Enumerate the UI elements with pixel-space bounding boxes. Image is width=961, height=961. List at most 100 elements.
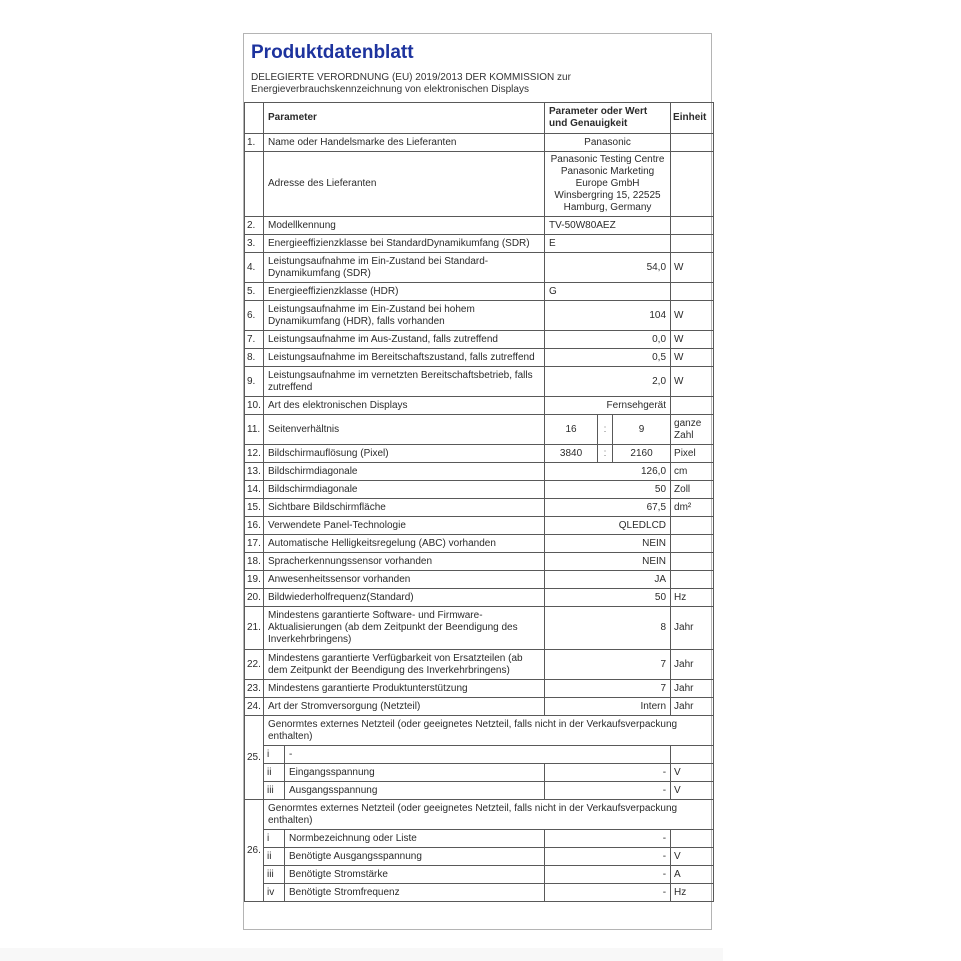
section-25-subrow: iii Ausgangsspannung - V <box>245 781 715 800</box>
subrow-number: i <box>263 829 285 848</box>
parameter-label: Automatische Helligkeitsregelung (ABC) v… <box>262 534 546 553</box>
address-line: Europe GmbH <box>575 178 640 189</box>
parameter-value: Panasonic <box>544 133 672 152</box>
col-header-number <box>244 102 264 134</box>
supplier-address: Panasonic Testing Centre Panasonic Marke… <box>544 151 672 217</box>
parameter-label: Spracherkennungssensor vorhanden <box>262 552 546 571</box>
row-number: 24. <box>244 697 264 716</box>
parameter-label: Mindestens garantierte Software- und Fir… <box>262 606 546 650</box>
table-row: 6. Leistungsaufnahme im Ein-Zustand bei … <box>244 300 715 331</box>
datasheet-frame: Produktdatenblatt DELEGIERTE VERORDNUNG … <box>243 33 715 930</box>
row-number: 4. <box>244 252 264 283</box>
parameter-value: 126,0 <box>544 462 672 481</box>
parameter-value: 8 <box>544 606 672 650</box>
parameter-value: 54,0 <box>544 252 672 283</box>
parameter-label: Modellkennung <box>262 216 546 235</box>
unit-label <box>670 552 715 571</box>
col-header-parameter: Parameter <box>262 102 546 134</box>
row-number: 3. <box>244 234 264 253</box>
parameter-label: Bildschirmauflösung (Pixel) <box>262 444 546 463</box>
row-number: 25. <box>244 715 264 800</box>
row-number: 20. <box>244 588 264 607</box>
parameter-label: Energieeffizienzklasse bei StandardDynam… <box>262 234 546 253</box>
ratio-value-right: 2160 <box>612 444 672 463</box>
table-row: 24. Art der Stromversorgung (Netzteil) I… <box>244 697 715 716</box>
row-number: 23. <box>244 679 264 698</box>
parameter-label: Mindestens garantierte Produktunterstütz… <box>262 679 546 698</box>
unit-label <box>670 829 715 848</box>
subrow-label: Benötigte Stromstärke <box>283 865 546 884</box>
subtitle-line: DELEGIERTE VERORDNUNG (EU) 2019/2013 DER… <box>251 72 571 83</box>
parameter-label: Verwendete Panel-Technologie <box>262 516 546 535</box>
unit-label: Hz <box>670 883 715 902</box>
address-line: Winsbergring 15, 22525 <box>554 190 661 201</box>
unit-label: V <box>670 763 715 782</box>
parameter-value: QLEDLCD <box>544 516 672 535</box>
subrow-label: Benötigte Ausgangsspannung <box>283 847 546 866</box>
row-number: 6. <box>244 300 264 331</box>
unit-label: cm <box>670 462 715 481</box>
table-row: 22. Mindestens garantierte Verfügbarkeit… <box>244 649 715 680</box>
unit-label <box>670 534 715 553</box>
page-subtitle: DELEGIERTE VERORDNUNG (EU) 2019/2013 DER… <box>251 72 705 96</box>
unit-label: V <box>670 847 715 866</box>
parameter-value: E <box>544 234 672 253</box>
table-row: 4. Leistungsaufnahme im Ein-Zustand bei … <box>244 252 715 283</box>
row-number: 9. <box>244 366 264 397</box>
row-number: 5. <box>244 282 264 301</box>
row-number: 26. <box>244 799 264 902</box>
unit-label: Jahr <box>670 697 715 716</box>
parameter-label: Bildschirmdiagonale <box>262 480 546 499</box>
table-row: 14. Bildschirmdiagonale 50 Zoll <box>244 480 715 499</box>
parameter-value: 50 <box>544 588 672 607</box>
parameter-value: JA <box>544 570 672 589</box>
parameter-value: 50 <box>544 480 672 499</box>
unit-label: Jahr <box>670 649 715 680</box>
unit-label <box>670 282 715 301</box>
address-line: Hamburg, Germany <box>563 202 652 213</box>
parameter-label: Leistungsaufnahme im Bereitschaftszustan… <box>262 348 546 367</box>
parameter-value: 2,0 <box>544 366 672 397</box>
parameter-label: Leistungsaufnahme im vernetzten Bereitsc… <box>262 366 546 397</box>
unit-label: Hz <box>670 588 715 607</box>
unit-label: Jahr <box>670 606 715 650</box>
section-26-header-row: 26. Genormtes externes Netzteil (oder ge… <box>244 799 715 902</box>
table-row: 16. Verwendete Panel-Technologie QLEDLCD <box>244 516 715 535</box>
unit-label: W <box>670 300 715 331</box>
unit-label <box>670 133 715 152</box>
row-number: 21. <box>244 606 264 650</box>
subrow-label: Normbezeichnung oder Liste <box>283 829 546 848</box>
row-number: 11. <box>244 414 264 445</box>
address-line: Panasonic Testing Centre <box>550 154 665 165</box>
row-number: 10. <box>244 396 264 415</box>
parameter-label: Leistungsaufnahme im Ein-Zustand bei Sta… <box>262 252 546 283</box>
parameter-label: Bildwiederholfrequenz(Standard) <box>262 588 546 607</box>
parameter-value: 104 <box>544 300 672 331</box>
ratio-value-left: 3840 <box>544 444 599 463</box>
row-number: 1. <box>244 133 264 152</box>
parameter-label: Adresse des Lieferanten <box>262 151 546 217</box>
subrow-number: ii <box>263 847 285 866</box>
unit-label <box>670 570 715 589</box>
subrow-value: - <box>544 847 672 866</box>
unit-label: W <box>670 348 715 367</box>
row-number: 2. <box>244 216 264 235</box>
subrow-value: - <box>544 829 672 848</box>
table-row: 21. Mindestens garantierte Software- und… <box>244 606 715 650</box>
table-row: 3. Energieeffizienzklasse bei StandardDy… <box>244 234 715 253</box>
parameter-value: 7 <box>544 649 672 680</box>
table-row: 2. Modellkennung TV-50W80AEZ <box>244 216 715 235</box>
subrow-number: i <box>263 745 285 764</box>
table-row: 7. Leistungsaufnahme im Aus-Zustand, fal… <box>244 330 715 349</box>
parameter-value: NEIN <box>544 552 672 571</box>
parameter-label: Seitenverhältnis <box>262 414 546 445</box>
unit-label: Jahr <box>670 679 715 698</box>
col-header-value: Parameter oder Wert und Genauigkeit <box>544 102 672 134</box>
parameter-label: Energieeffizienzklasse (HDR) <box>262 282 546 301</box>
table-row: 8. Leistungsaufnahme im Bereitschaftszus… <box>244 348 715 367</box>
subtitle-line: Energieverbrauchskennzeichnung von elekt… <box>251 84 529 95</box>
datasheet-table: Parameter Parameter oder Wert und Genaui… <box>244 102 715 902</box>
ratio-separator: : <box>597 444 614 463</box>
table-row: 20. Bildwiederholfrequenz(Standard) 50 H… <box>244 588 715 607</box>
row-number: 19. <box>244 570 264 589</box>
